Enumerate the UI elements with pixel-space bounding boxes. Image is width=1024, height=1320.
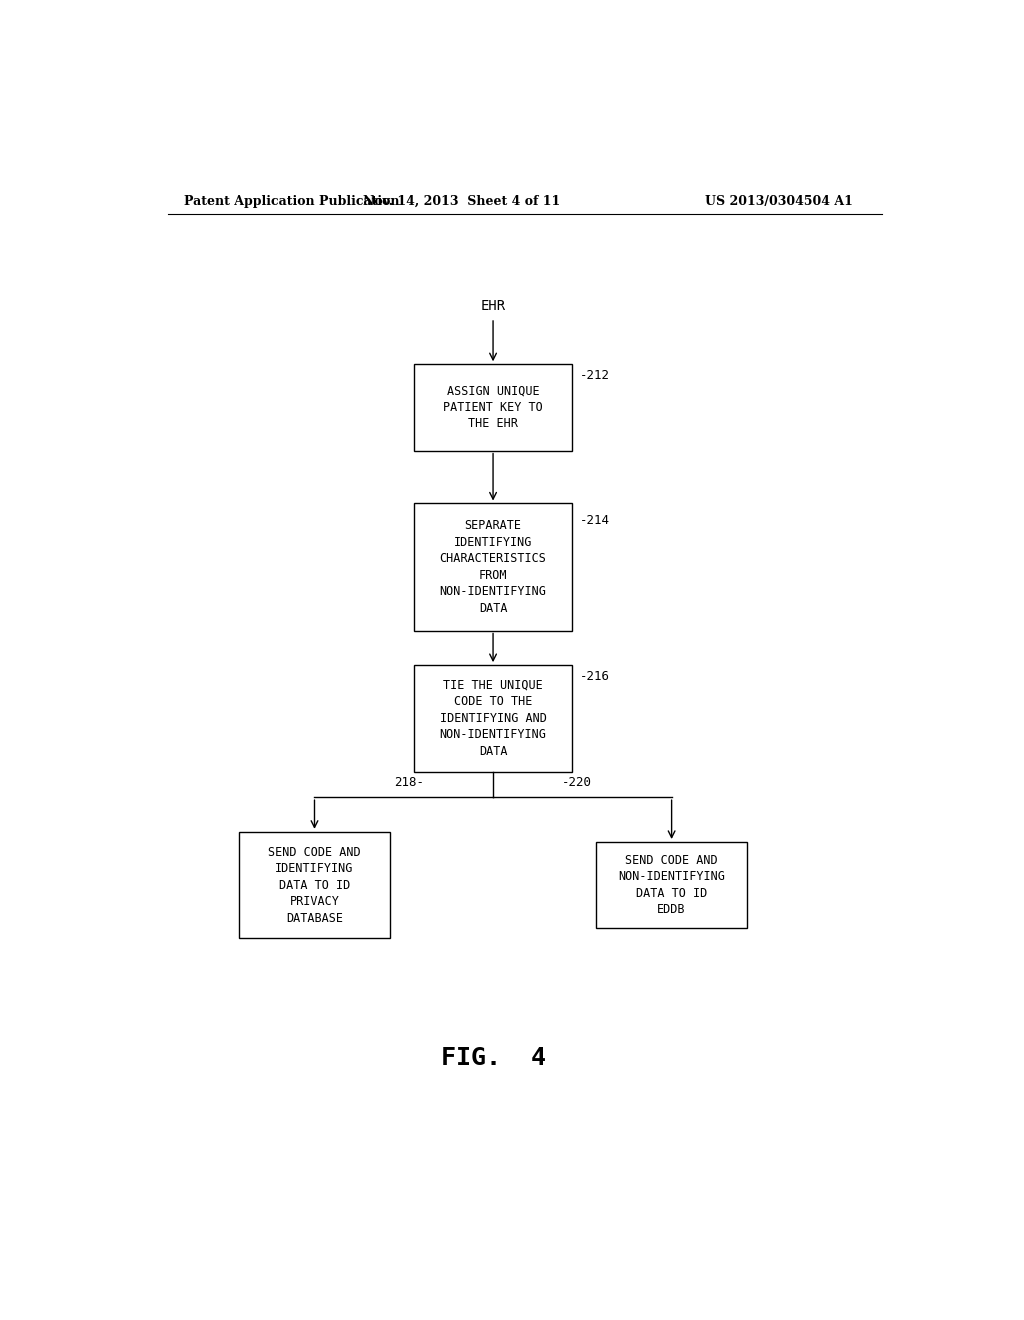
- Text: -212: -212: [581, 370, 610, 383]
- FancyBboxPatch shape: [596, 842, 748, 928]
- Text: SEND CODE AND
IDENTIFYING
DATA TO ID
PRIVACY
DATABASE: SEND CODE AND IDENTIFYING DATA TO ID PRI…: [268, 846, 360, 924]
- Text: SEND CODE AND
NON-IDENTIFYING
DATA TO ID
EDDB: SEND CODE AND NON-IDENTIFYING DATA TO ID…: [618, 854, 725, 916]
- Text: SEPARATE
IDENTIFYING
CHARACTERISTICS
FROM
NON-IDENTIFYING
DATA: SEPARATE IDENTIFYING CHARACTERISTICS FRO…: [439, 519, 547, 615]
- Text: Nov. 14, 2013  Sheet 4 of 11: Nov. 14, 2013 Sheet 4 of 11: [362, 194, 560, 207]
- Text: ASSIGN UNIQUE
PATIENT KEY TO
THE EHR: ASSIGN UNIQUE PATIENT KEY TO THE EHR: [443, 384, 543, 430]
- Text: -214: -214: [581, 513, 610, 527]
- Text: -216: -216: [581, 671, 610, 684]
- Text: US 2013/0304504 A1: US 2013/0304504 A1: [705, 194, 853, 207]
- Text: FIG.  4: FIG. 4: [440, 1045, 546, 1071]
- Text: -220: -220: [562, 776, 592, 789]
- FancyBboxPatch shape: [414, 665, 572, 772]
- Text: 218-: 218-: [394, 776, 424, 789]
- Text: TIE THE UNIQUE
CODE TO THE
IDENTIFYING AND
NON-IDENTIFYING
DATA: TIE THE UNIQUE CODE TO THE IDENTIFYING A…: [439, 678, 547, 758]
- Text: Patent Application Publication: Patent Application Publication: [183, 194, 399, 207]
- Text: EHR: EHR: [480, 298, 506, 313]
- FancyBboxPatch shape: [414, 364, 572, 450]
- FancyBboxPatch shape: [239, 832, 390, 939]
- FancyBboxPatch shape: [414, 503, 572, 631]
